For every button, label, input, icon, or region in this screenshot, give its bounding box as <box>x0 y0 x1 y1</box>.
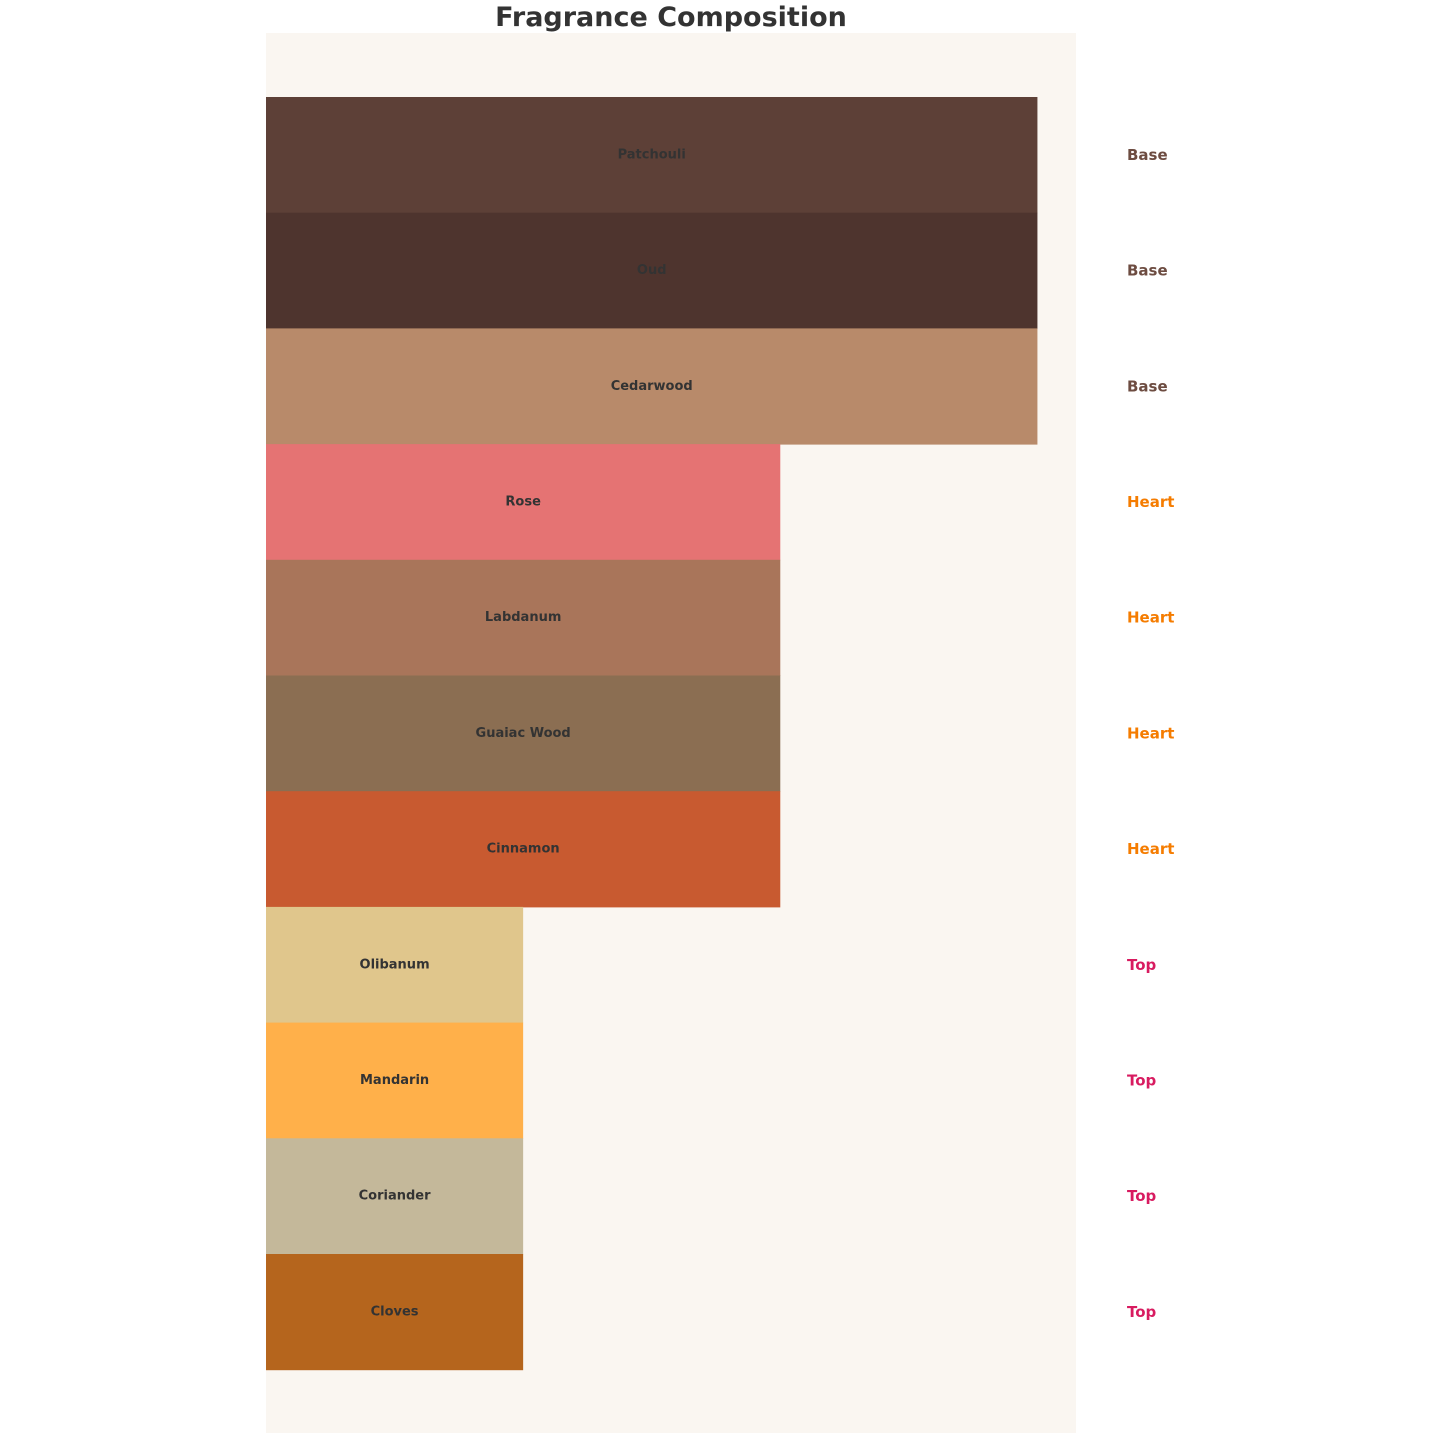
bar-label-oud: Oud <box>637 263 667 278</box>
bar-label-guaiac-wood: Guaiac Wood <box>476 726 571 741</box>
bar-labdanum <box>266 559 781 676</box>
note-label-rose: Heart <box>1127 493 1174 511</box>
bar-label-patchouli: Patchouli <box>618 147 686 162</box>
note-label-cinnamon: Heart <box>1127 840 1174 858</box>
bar-label-labdanum: Labdanum <box>485 610 562 625</box>
bar-label-coriander: Coriander <box>359 1189 431 1204</box>
note-label-patchouli: Base <box>1127 146 1168 164</box>
bar-rose <box>266 444 781 561</box>
note-label-olibanum: Top <box>1127 956 1157 974</box>
bar-mandarin <box>266 1022 524 1139</box>
bars-group <box>266 97 1038 1371</box>
bar-patchouli <box>266 97 1038 214</box>
bar-labels-group: Patchouli Oud Cedarwood Rose Labdanum Guaiac … <box>359 147 693 1319</box>
note-label-cloves: Top <box>1127 1303 1157 1321</box>
note-label-labdanum: Heart <box>1127 609 1174 627</box>
note-label-guaiac-wood: Heart <box>1127 724 1174 742</box>
bar-coriander <box>266 1138 524 1255</box>
chart-title: Fragrance Composition <box>495 2 847 33</box>
bar-label-cloves: Cloves <box>371 1304 419 1319</box>
note-labels-group: Base Base Base Heart Heart Heart Heart Top Top To… <box>1127 146 1174 1321</box>
bar-label-cedarwood: Cedarwood <box>611 379 693 394</box>
bar-label-olibanum: Olibanum <box>360 957 430 972</box>
bar-cinnamon <box>266 791 781 908</box>
bar-oud <box>266 212 1038 329</box>
bar-label-rose: Rose <box>505 494 541 509</box>
note-label-oud: Base <box>1127 262 1168 280</box>
note-label-cedarwood: Base <box>1127 377 1168 395</box>
bar-label-cinnamon: Cinnamon <box>487 842 560 857</box>
bar-olibanum <box>266 906 524 1024</box>
bar-guaiac-wood <box>266 675 781 792</box>
note-label-mandarin: Top <box>1127 1071 1157 1089</box>
note-label-coriander: Top <box>1127 1187 1157 1205</box>
bar-label-mandarin: Mandarin <box>360 1073 429 1088</box>
bar-cedarwood <box>266 328 1038 445</box>
bar-cloves <box>266 1254 524 1371</box>
